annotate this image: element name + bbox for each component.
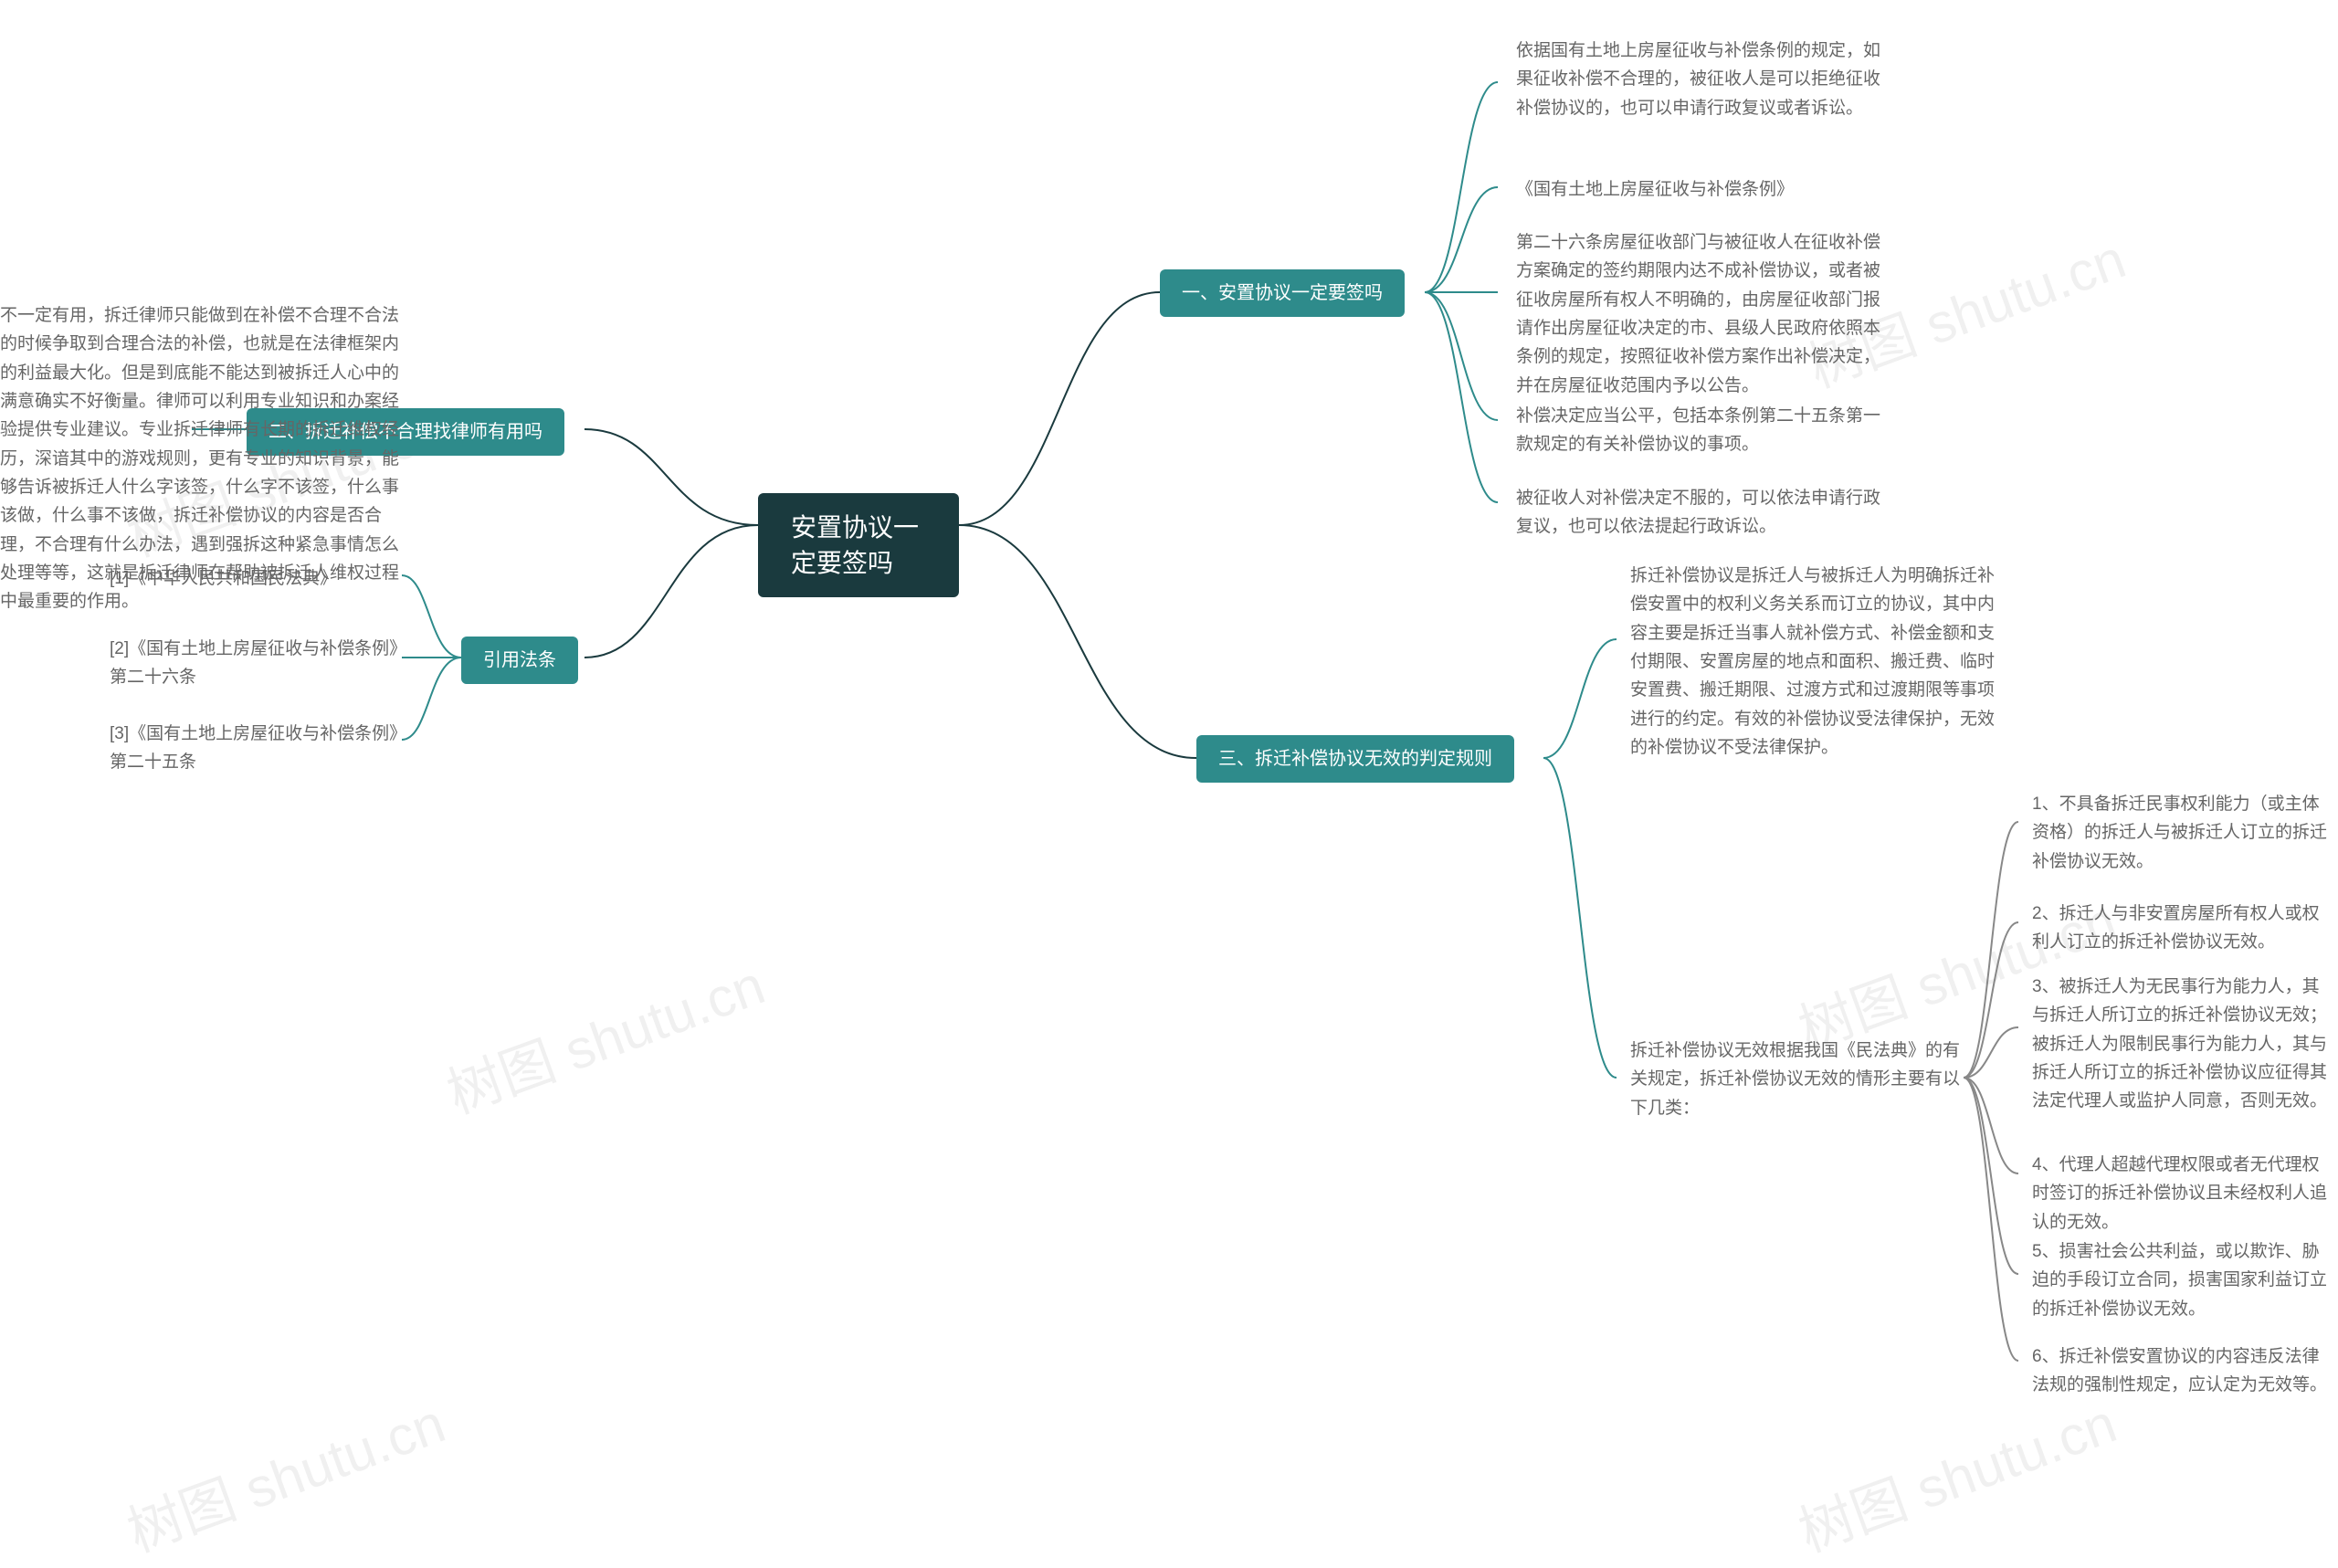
- leaf-b1-3: 补偿决定应当公平，包括本条例第二十五条第一款规定的有关补偿协议的事项。: [1516, 402, 1890, 459]
- leaf-b4-0: [1]《中华人民共和国民法典》: [110, 564, 337, 593]
- watermark: 树图 shutu.cn: [1786, 1379, 2125, 1567]
- leaf-b3-sub-3: 4、代理人超越代理权限或者无代理权时签订的拆迁补偿协议且未经权利人追认的无效。: [2032, 1151, 2333, 1237]
- leaf-b1-1: 《国有土地上房屋征收与补偿条例》: [1516, 175, 1794, 204]
- leaf-b3-subgroup: 拆迁补偿协议无效根据我国《民法典》的有关规定，拆迁补偿协议无效的情形主要有以下几…: [1630, 1037, 1964, 1122]
- leaf-b3-sub-2: 3、被拆迁人为无民事行为能力人，其与拆迁人所订立的拆迁补偿协议无效；被拆迁人为限…: [2032, 973, 2333, 1116]
- leaf-b3-sub-0: 1、不具备拆迁民事权利能力（或主体资格）的拆迁人与被拆迁人订立的拆迁补偿协议无效…: [2032, 790, 2333, 876]
- leaf-b3-sub-1: 2、拆迁人与非安置房屋所有权人或权利人订立的拆迁补偿协议无效。: [2032, 900, 2333, 957]
- branch-node-3[interactable]: 三、拆迁补偿协议无效的判定规则: [1196, 735, 1514, 783]
- leaf-b1-4: 被征收人对补偿决定不服的，可以依法申请行政复议，也可以依法提起行政诉讼。: [1516, 484, 1890, 542]
- leaf-b4-2: [3]《国有土地上房屋征收与补偿条例》第二十五条: [110, 720, 411, 777]
- leaf-b3-intro: 拆迁补偿协议是拆迁人与被拆迁人为明确拆迁补偿安置中的权利义务关系而订立的协议，其…: [1630, 562, 2005, 762]
- branch-node-1[interactable]: 一、安置协议一定要签吗: [1160, 269, 1405, 317]
- branch-node-4[interactable]: 引用法条: [461, 637, 578, 684]
- leaf-b1-0: 依据国有土地上房屋征收与补偿条例的规定，如果征收补偿不合理的，被征收人是可以拒绝…: [1516, 37, 1890, 122]
- watermark: 树图 shutu.cn: [435, 941, 774, 1129]
- leaf-b3-sub-5: 6、拆迁补偿安置协议的内容违反法律法规的强制性规定，应认定为无效等。: [2032, 1342, 2333, 1400]
- leaf-b3-sub-4: 5、损害社会公共利益，或以欺诈、胁迫的手段订立合同，损害国家利益订立的拆迁补偿协…: [2032, 1237, 2333, 1323]
- watermark: 树图 shutu.cn: [115, 1379, 454, 1567]
- leaf-b1-2: 第二十六条房屋征收部门与被征收人在征收补偿方案确定的签约期限内达不成补偿协议，或…: [1516, 228, 1890, 400]
- root-node[interactable]: 安置协议一定要签吗: [758, 493, 959, 597]
- leaf-b4-1: [2]《国有土地上房屋征收与补偿条例》第二十六条: [110, 635, 411, 692]
